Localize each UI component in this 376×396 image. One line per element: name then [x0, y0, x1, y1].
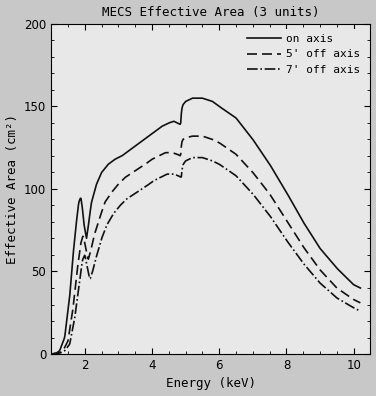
7' off axis — [49, 352, 53, 356]
5' off axis — [358, 301, 362, 305]
on axis — [217, 104, 221, 109]
Legend: on axis, 5' off axis, 7' off axis: on axis, 5' off axis, 7' off axis — [243, 29, 365, 80]
5' off axis — [49, 352, 53, 356]
Y-axis label: Effective Area (cm²): Effective Area (cm²) — [6, 114, 18, 264]
on axis — [233, 116, 238, 120]
X-axis label: Energy (keV): Energy (keV) — [166, 377, 256, 390]
5' off axis — [196, 134, 201, 139]
5' off axis — [190, 134, 195, 139]
5' off axis — [217, 140, 221, 145]
7' off axis — [196, 155, 201, 160]
Title: MECS Effective Area (3 units): MECS Effective Area (3 units) — [102, 6, 320, 19]
7' off axis — [351, 305, 356, 310]
7' off axis — [190, 155, 195, 160]
on axis — [358, 286, 362, 290]
5' off axis — [233, 152, 238, 156]
on axis — [190, 96, 195, 101]
on axis — [49, 352, 53, 356]
5' off axis — [303, 247, 308, 252]
on axis — [198, 96, 203, 101]
on axis — [303, 223, 308, 227]
7' off axis — [198, 155, 203, 160]
5' off axis — [351, 297, 356, 302]
Line: 5' off axis: 5' off axis — [51, 136, 360, 354]
on axis — [196, 96, 201, 101]
7' off axis — [303, 263, 308, 268]
7' off axis — [233, 173, 238, 178]
7' off axis — [217, 162, 221, 166]
5' off axis — [198, 134, 203, 139]
Line: 7' off axis: 7' off axis — [51, 158, 360, 354]
Line: on axis: on axis — [51, 98, 360, 354]
on axis — [351, 282, 356, 287]
7' off axis — [358, 309, 362, 314]
